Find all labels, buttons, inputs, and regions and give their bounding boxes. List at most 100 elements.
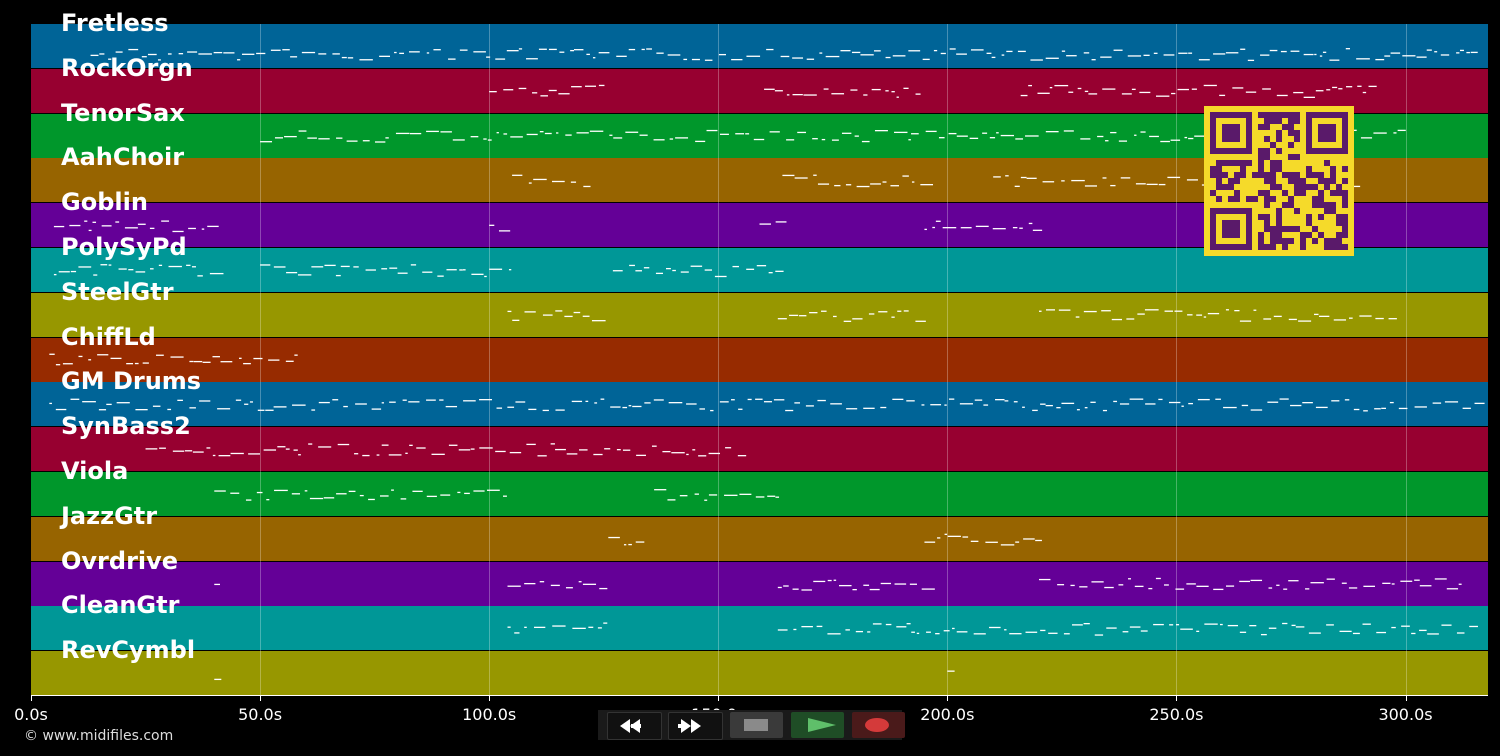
track-lane[interactable] <box>31 382 1488 427</box>
note-mark <box>746 268 755 270</box>
rewind-button[interactable] <box>607 712 662 740</box>
note-mark <box>782 174 795 177</box>
note-mark <box>1028 222 1033 225</box>
note-mark <box>1353 408 1360 411</box>
note-mark <box>831 139 839 141</box>
note-mark <box>318 401 330 404</box>
note-mark <box>600 398 605 400</box>
note-mark <box>1045 404 1053 407</box>
note-mark <box>1020 176 1027 179</box>
track-label: PolySyPd <box>61 233 187 261</box>
track-lane[interactable] <box>31 292 1488 337</box>
note-mark <box>1120 177 1131 179</box>
note-mark <box>486 489 500 491</box>
note-mark <box>1126 318 1135 320</box>
note-mark <box>920 184 934 186</box>
note-mark <box>362 140 370 142</box>
note-mark <box>291 493 300 495</box>
note-mark <box>916 632 920 635</box>
note-mark <box>1326 578 1335 580</box>
note-mark <box>409 51 420 53</box>
note-mark <box>653 139 665 141</box>
note-mark <box>503 89 514 91</box>
track-lane[interactable] <box>31 651 1488 696</box>
note-mark <box>512 319 520 321</box>
note-mark <box>863 584 870 586</box>
track-lane[interactable] <box>31 561 1488 606</box>
track-lane[interactable] <box>31 24 1488 68</box>
track-lane[interactable] <box>31 68 1488 113</box>
note-mark <box>115 221 120 223</box>
note-mark <box>1213 588 1224 591</box>
note-mark <box>1280 50 1287 53</box>
note-mark <box>426 399 436 401</box>
note-mark <box>379 495 389 497</box>
note-mark <box>97 354 109 356</box>
note-mark <box>585 85 597 87</box>
note-mark <box>794 177 808 179</box>
note-mark <box>777 586 782 589</box>
note-mark <box>379 55 390 57</box>
note-mark <box>690 265 703 267</box>
note-mark <box>841 132 852 134</box>
track-lane[interactable] <box>31 516 1488 561</box>
note-mark <box>374 141 386 143</box>
note-mark <box>738 408 743 410</box>
note-mark <box>1035 539 1042 542</box>
note-mark <box>583 185 591 188</box>
note-mark <box>925 130 937 133</box>
note-mark <box>1434 51 1438 53</box>
track-label: Ovrdrive <box>61 546 179 575</box>
note-mark <box>524 311 536 313</box>
note-mark <box>311 409 316 411</box>
note-mark <box>354 453 359 455</box>
note-mark <box>189 407 196 409</box>
note-mark <box>635 541 645 543</box>
note-mark <box>1245 91 1257 93</box>
track-lane[interactable] <box>31 427 1488 472</box>
note-mark <box>1174 310 1183 312</box>
track-lane[interactable] <box>31 606 1488 651</box>
note-mark <box>1083 52 1090 54</box>
note-mark <box>355 403 367 405</box>
note-mark <box>1341 582 1347 584</box>
note-mark <box>973 633 986 635</box>
note-mark <box>846 408 858 410</box>
note-mark <box>558 93 570 95</box>
note-mark <box>646 48 652 50</box>
note-mark <box>764 88 775 90</box>
note-mark <box>484 275 487 278</box>
note-mark <box>362 454 370 457</box>
note-mark <box>207 225 219 228</box>
track-lane[interactable] <box>31 472 1488 516</box>
note-mark <box>1474 402 1485 405</box>
note-mark <box>197 275 203 277</box>
note-mark <box>539 131 544 133</box>
transport-controls <box>598 710 905 740</box>
note-mark <box>924 541 936 543</box>
record-button[interactable] <box>852 712 905 738</box>
note-mark <box>1397 129 1406 132</box>
note-mark <box>1295 626 1305 628</box>
note-mark <box>286 271 298 274</box>
note-mark <box>1054 84 1069 87</box>
note-mark <box>528 182 532 184</box>
note-mark <box>1163 54 1175 56</box>
note-mark <box>147 53 157 56</box>
note-mark <box>1102 177 1107 179</box>
note-mark <box>1303 53 1314 56</box>
note-mark <box>285 448 290 450</box>
note-mark <box>448 444 458 446</box>
stop-button[interactable] <box>730 712 783 738</box>
note-mark <box>1129 626 1141 628</box>
note-mark <box>1025 631 1038 633</box>
note-mark <box>1009 633 1022 635</box>
note-mark <box>983 404 989 406</box>
note-mark <box>1077 87 1082 90</box>
note-mark <box>464 492 470 495</box>
note-mark <box>855 630 863 633</box>
play-button[interactable] <box>791 712 844 738</box>
track-label: GM Drums <box>61 367 202 396</box>
fast-forward-button[interactable] <box>668 712 723 740</box>
note-mark <box>839 584 852 587</box>
